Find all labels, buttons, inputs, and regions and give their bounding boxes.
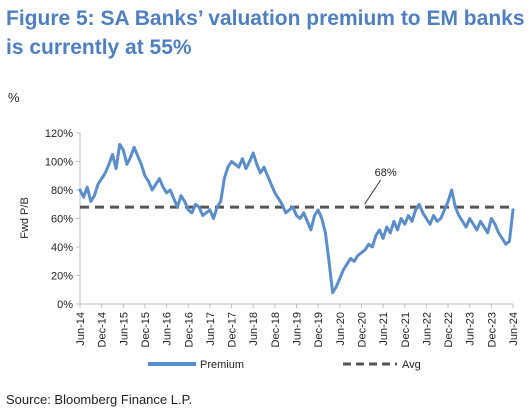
- y-tick-label: 120%: [45, 128, 73, 140]
- series-group: [78, 142, 515, 295]
- annotation-leader: [364, 179, 382, 205]
- x-tick-label: Jun-17: [205, 312, 217, 346]
- avg-annotation-label: 68%: [375, 167, 397, 179]
- source-note: Source: Bloomberg Finance L.P.: [6, 392, 193, 407]
- y-axis-label: Fwd P/B: [19, 197, 31, 239]
- x-tick-label: Jun-15: [118, 312, 130, 346]
- y-tick-label: 100%: [45, 157, 73, 169]
- legend-label-avg: Avg: [402, 359, 421, 371]
- x-tick-labels: Jun-14 Dec-14 Jun-15 Dec-15 Jun-16 Dec-16 Jun-…: [75, 312, 520, 347]
- y-tick-label: 20%: [51, 271, 73, 283]
- unit-label: %: [8, 90, 20, 105]
- x-tick-label: Dec-15: [140, 312, 152, 347]
- x-tick-label: Jun-21: [378, 312, 390, 346]
- annotations: 68%: [364, 167, 397, 205]
- x-tick-label: Jun-24: [508, 312, 520, 346]
- x-tick-label: Dec-17: [227, 312, 239, 347]
- x-tick-label: Dec-21: [400, 312, 412, 347]
- x-tick-label: Dec-23: [486, 312, 498, 347]
- x-tick-label: Dec-20: [356, 312, 368, 347]
- x-tick-label: Dec-16: [183, 312, 195, 347]
- y-tick-label: 80%: [51, 185, 73, 197]
- x-tick-label: Jun-18: [248, 312, 260, 346]
- x-tick-label: Jun-22: [421, 312, 433, 346]
- x-tick-label: Jun-20: [335, 312, 347, 346]
- x-tick-label: Jun-23: [465, 312, 477, 346]
- premium-line: [78, 142, 515, 295]
- chart-axes: [76, 132, 514, 308]
- x-tick-label: Jun-14: [75, 312, 87, 346]
- x-tick-label: Dec-22: [443, 312, 455, 347]
- x-tick-label: Dec-14: [97, 312, 109, 347]
- x-tick-label: Dec-18: [270, 312, 282, 347]
- x-tick-label: Jun-19: [292, 312, 304, 346]
- y-tick-label: 40%: [51, 242, 73, 254]
- legend: Premium Avg: [148, 359, 421, 371]
- y-tick-label: 0%: [57, 299, 73, 311]
- y-tick-label: 60%: [51, 214, 73, 226]
- y-tick-labels: 0% 20% 40% 60% 80% 100% 120%: [45, 128, 73, 311]
- x-tick-label: Jun-16: [162, 312, 174, 346]
- legend-label-premium: Premium: [200, 359, 244, 371]
- chart-title: Figure 5: SA Banks’ valuation premium to…: [6, 7, 525, 59]
- x-tick-label: Dec-19: [313, 312, 325, 347]
